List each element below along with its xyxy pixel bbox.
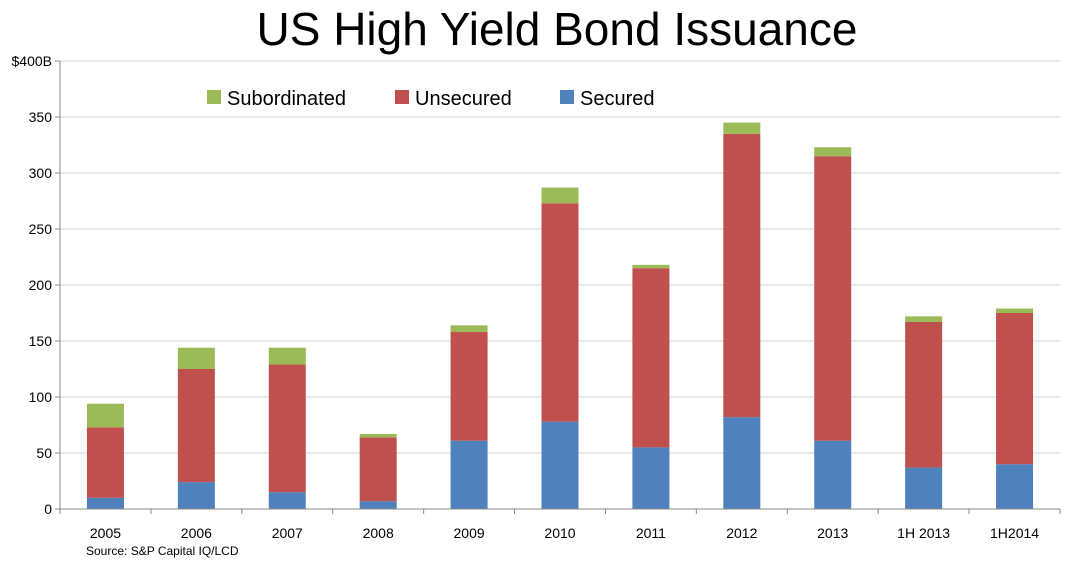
bar-segment-subordinated bbox=[905, 316, 943, 322]
x-tick-label: 2005 bbox=[90, 525, 121, 541]
bar-segment-subordinated bbox=[814, 147, 852, 157]
bar-segment-unsecured bbox=[632, 268, 670, 448]
bar-segment-unsecured bbox=[177, 369, 215, 483]
bar-segment-secured bbox=[541, 421, 579, 509]
bar-segment-secured bbox=[905, 467, 943, 509]
chart-title: US High Yield Bond Issuance bbox=[256, 3, 858, 55]
bar-segment-subordinated bbox=[541, 187, 579, 204]
bar-segment-secured bbox=[450, 440, 488, 509]
bar-segment-subordinated bbox=[268, 347, 306, 365]
y-tick-label: 250 bbox=[29, 221, 53, 237]
x-tick-label: 2008 bbox=[363, 525, 394, 541]
x-tick-label: 2011 bbox=[636, 525, 666, 541]
x-tick-label: 2009 bbox=[454, 525, 485, 541]
bar-segment-subordinated bbox=[632, 264, 670, 269]
x-tick-label: 2010 bbox=[544, 525, 575, 541]
y-tick-label: $400B bbox=[12, 53, 52, 69]
y-tick-label: 350 bbox=[29, 109, 53, 125]
bar-segment-unsecured bbox=[996, 313, 1034, 465]
bar-segment-subordinated bbox=[86, 403, 124, 428]
bar-segment-secured bbox=[359, 501, 397, 509]
y-tick-label: 300 bbox=[29, 165, 53, 181]
bar-segment-secured bbox=[177, 482, 215, 509]
bar-segment-unsecured bbox=[450, 332, 488, 441]
x-tick-label: 2013 bbox=[817, 525, 848, 541]
bar-segment-subordinated bbox=[996, 308, 1034, 313]
x-tick-label: 1H 2013 bbox=[897, 525, 950, 541]
y-tick-label: 100 bbox=[29, 389, 53, 405]
legend: Subordinated Unsecured Secured bbox=[207, 88, 655, 110]
bar-segment-secured bbox=[723, 417, 761, 509]
legend-swatch-secured bbox=[560, 90, 574, 104]
bar-segment-unsecured bbox=[86, 427, 124, 498]
y-tick-label: 200 bbox=[29, 277, 53, 293]
bar-segment-secured bbox=[268, 492, 306, 509]
bars bbox=[86, 122, 1034, 509]
bar-segment-secured bbox=[814, 440, 852, 509]
bar-segment-subordinated bbox=[359, 433, 397, 438]
legend-label-unsecured: Unsecured bbox=[415, 88, 512, 110]
y-tick-label: 150 bbox=[29, 333, 53, 349]
bar-segment-unsecured bbox=[541, 203, 579, 422]
bar-segment-unsecured bbox=[905, 321, 943, 468]
bar-segment-unsecured bbox=[814, 156, 852, 441]
axes: 0 50 100 150 200 250 300 350 $400B 2005 2006 2007 20… bbox=[12, 53, 1061, 541]
bar-segment-subordinated bbox=[450, 325, 488, 333]
x-tick-label: 2007 bbox=[272, 525, 303, 541]
bar-segment-unsecured bbox=[268, 364, 306, 493]
bar-segment-subordinated bbox=[177, 347, 215, 369]
legend-label-secured: Secured bbox=[580, 88, 655, 110]
y-tick-label: 0 bbox=[44, 501, 52, 517]
bar-segment-subordinated bbox=[723, 122, 761, 134]
y-tick-label: 50 bbox=[36, 445, 52, 461]
bar-segment-unsecured bbox=[723, 133, 761, 418]
x-tick-label: 2012 bbox=[726, 525, 757, 541]
x-tick-label: 1H2014 bbox=[990, 525, 1039, 541]
x-tick-label: 2006 bbox=[181, 525, 212, 541]
bar-segment-secured bbox=[86, 497, 124, 509]
source-note: Source: S&P Capital IQ/LCD bbox=[86, 544, 239, 558]
legend-swatch-subordinated bbox=[207, 90, 221, 104]
bar-segment-secured bbox=[996, 464, 1034, 509]
bar-segment-unsecured bbox=[359, 437, 397, 502]
legend-swatch-unsecured bbox=[395, 90, 409, 104]
bar-segment-secured bbox=[632, 447, 670, 509]
legend-label-subordinated: Subordinated bbox=[227, 88, 346, 110]
